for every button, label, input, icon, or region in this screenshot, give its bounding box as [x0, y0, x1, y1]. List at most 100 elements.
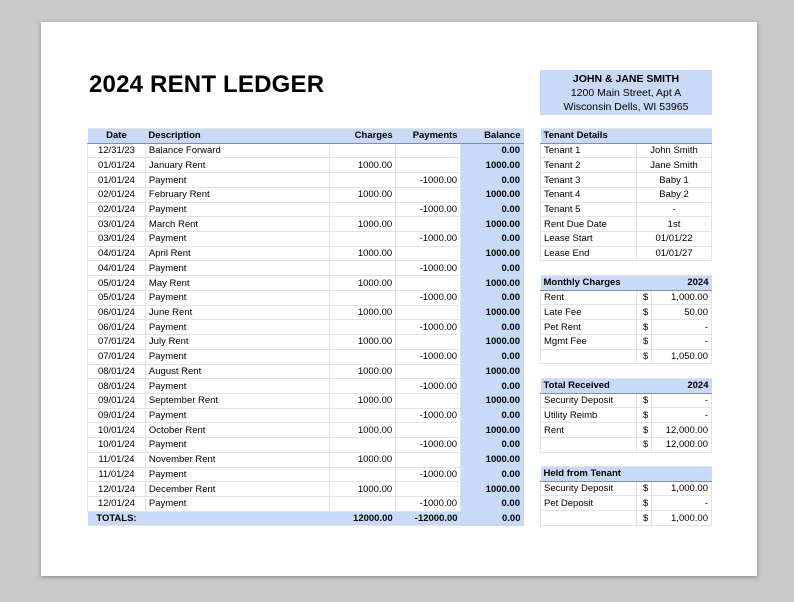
payments-cell: -1000.00	[395, 378, 462, 394]
monthly-charges-row: Pet Rent $ -	[540, 319, 712, 335]
balance-cell: 1000.00	[460, 334, 524, 350]
currency-cell: $	[635, 333, 653, 350]
payments-cell: -1000.00	[395, 231, 462, 247]
total-received-row: Utility Reimb $ -	[540, 407, 712, 424]
payments-cell	[395, 481, 462, 497]
monthly-charges-year: 2024	[651, 275, 712, 291]
label-cell: Pet Rent	[540, 319, 637, 335]
currency-cell: Baby 2	[636, 186, 712, 203]
ledger-row: 07/01/24 Payment -1000.00 0.00	[87, 348, 524, 365]
charges-cell: 1000.00	[329, 422, 397, 439]
ledger-row: 12/01/24 December Rent 1000.00 1000.00	[87, 481, 524, 497]
label-cell: Pet Deposit	[540, 495, 637, 512]
balance-cell: 0.00	[460, 437, 524, 453]
balance-cell: 0.00	[460, 466, 524, 483]
monthly-charges-row: Mgmt Fee $ -	[540, 333, 712, 350]
description-cell: Payment	[144, 378, 331, 394]
payments-cell: -1000.00	[395, 289, 462, 306]
charges-cell	[329, 172, 397, 188]
label-cell: Lease End	[540, 245, 637, 262]
description-cell: May Rent	[144, 275, 331, 291]
label-cell: Rent Due Date	[540, 216, 637, 233]
total-label	[540, 436, 637, 453]
payments-cell: -1000.00	[395, 437, 462, 453]
date-cell: 05/01/24	[87, 275, 146, 291]
description-cell: August Rent	[144, 363, 331, 380]
total-date: TOTALS:	[87, 510, 146, 527]
total-currency: $	[635, 348, 653, 365]
payments-cell	[395, 186, 462, 203]
label-cell: Tenant 3	[540, 172, 637, 188]
charges-cell	[329, 378, 397, 394]
balance-cell: 0.00	[460, 289, 524, 306]
label-cell: Tenant 2	[540, 157, 637, 174]
payments-cell	[395, 422, 462, 439]
charges-cell	[329, 201, 397, 218]
balance-cell: 1000.00	[460, 157, 524, 174]
description-cell: February Rent	[144, 186, 331, 203]
charges-cell	[329, 319, 397, 336]
held-from-tenant-row: Pet Deposit $ -	[540, 495, 712, 512]
date-cell: 11/01/24	[87, 451, 146, 468]
ledger-row: 11/01/24 Payment -1000.00 0.00	[87, 466, 524, 483]
balance-cell: 1000.00	[460, 245, 524, 262]
currency-cell: John Smith	[636, 142, 712, 159]
value-cell: 50.00	[651, 304, 712, 321]
total-received-row: Rent $12,000.00	[540, 422, 712, 438]
charges-cell	[329, 407, 397, 424]
monthly-charges-table: Monthly Charges 2024 Rent $1,000.00 Late Fee…	[540, 275, 712, 365]
payments-cell	[395, 304, 462, 321]
total-currency: $	[635, 436, 653, 453]
date-cell: 06/01/24	[87, 319, 146, 336]
description-cell: March Rent	[144, 216, 331, 233]
total-value: 1,000.00	[651, 510, 712, 526]
description-cell: October Rent	[144, 422, 331, 439]
description-cell: Payment	[144, 231, 331, 247]
tenant-street: 1200 Main Street, Apt A	[570, 87, 682, 99]
charges-cell	[329, 495, 397, 512]
balance-cell: 1000.00	[460, 275, 524, 291]
date-cell: 05/01/24	[87, 289, 146, 306]
date-cell: 03/01/24	[87, 216, 146, 233]
tenant_details-header: Tenant Details	[540, 128, 712, 144]
balance-cell: 0.00	[460, 201, 524, 218]
payments-cell: -1000.00	[395, 319, 462, 336]
total-charges: 12000.00	[329, 510, 396, 527]
currency-cell: $	[635, 392, 653, 409]
balance-cell: 0.00	[460, 495, 524, 512]
payments-cell: -1000.00	[395, 407, 462, 424]
currency-cell: Baby 1	[636, 172, 712, 188]
charges-cell: 1000.00	[329, 216, 397, 233]
ledger-row: 02/01/24 February Rent 1000.00 1000.00	[87, 186, 524, 203]
payments-cell: -1000.00	[395, 260, 462, 277]
ledger-row: 10/01/24 Payment -1000.00 0.00	[87, 437, 524, 453]
payments-cell	[395, 334, 462, 350]
monthly-charges-title: Monthly Charges	[540, 275, 652, 291]
charges-cell	[329, 466, 397, 483]
currency-cell: 01/01/27	[636, 245, 712, 262]
total-payments: -12000.00	[395, 510, 461, 527]
monthly_charges-header: Monthly Charges 2024	[540, 275, 712, 291]
ledger-row: 04/01/24 April Rent 1000.00 1000.00	[87, 245, 524, 262]
page-title: 2024 RENT LEDGER	[89, 71, 325, 98]
date-cell: 11/01/24	[87, 466, 146, 483]
description-cell: Payment	[144, 495, 331, 512]
ledger-header: Date Description Charges Payments Balance	[87, 128, 524, 144]
charges-cell: 1000.00	[329, 186, 397, 203]
value-cell: 1,000.00	[651, 289, 712, 306]
payments-cell	[395, 142, 462, 159]
ledger-row: 09/01/24 Payment -1000.00 0.00	[87, 407, 524, 424]
currency-cell: $	[635, 422, 653, 438]
description-cell: November Rent	[144, 451, 331, 468]
description-cell: Payment	[144, 466, 331, 483]
total-label	[540, 510, 637, 526]
total-value: 1,050.00	[651, 348, 712, 365]
currency-cell: $	[635, 319, 653, 335]
charges-cell: 1000.00	[329, 304, 397, 321]
description-cell: Payment	[144, 348, 331, 365]
balance-cell: 0.00	[460, 348, 524, 365]
payments-cell: -1000.00	[395, 466, 462, 483]
label-cell: Tenant 5	[540, 201, 637, 218]
date-cell: 12/31/23	[87, 142, 146, 159]
description-cell: April Rent	[144, 245, 331, 262]
